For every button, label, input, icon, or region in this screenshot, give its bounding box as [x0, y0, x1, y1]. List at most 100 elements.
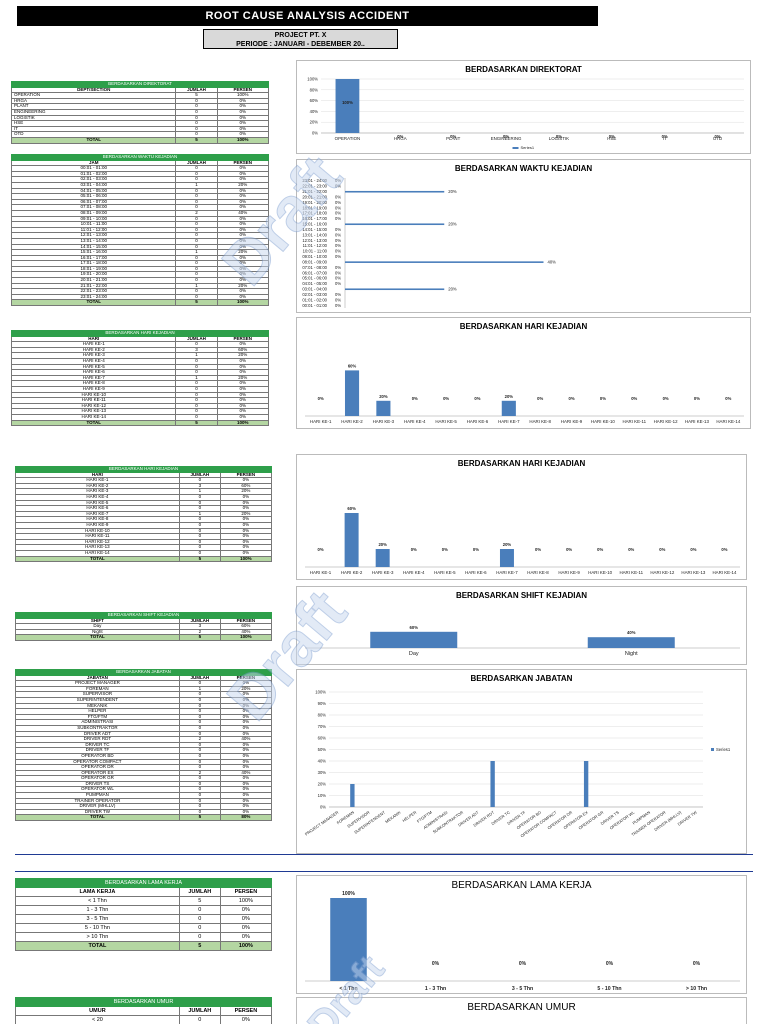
tick-label: 01:01 - 02:00 — [302, 297, 327, 302]
total-percent: 100% — [219, 555, 273, 563]
table-berdasarkan-jabatan: BERDASARKAN JABATAN JABATAN JUMLAH PERSEN PR… — [15, 669, 273, 821]
legend-label: Series1 — [521, 145, 535, 150]
data-label: 0% — [600, 396, 606, 401]
row-label: HARI KE-12 — [10, 402, 177, 410]
row-label: HARI KE-9 — [10, 385, 177, 393]
bar — [376, 400, 391, 416]
table-row: HARI KE-2 3 60% — [15, 482, 273, 490]
data-label: 0% — [411, 547, 417, 552]
row-count: 0 — [178, 914, 221, 924]
column-header: PERSEN — [219, 1006, 273, 1016]
table-row: 17:01 - 18:00 0 0% — [10, 260, 270, 267]
data-label: 0% — [694, 396, 700, 401]
row-label: HARI KE-5 — [10, 363, 177, 371]
row-percent: 0% — [216, 363, 270, 371]
row-label: HARI KE-4 — [15, 494, 180, 501]
tick-label: 15:01 - 16:00 — [302, 222, 327, 227]
total-count: 5 — [178, 941, 221, 951]
row-label: HARI KE-5 — [15, 499, 180, 507]
row-label: HARI KE-6 — [10, 369, 177, 376]
row-percent: 0% — [219, 905, 273, 915]
table-row: 5 - 10 Thn 0 0% — [15, 923, 273, 933]
chart-plot: 0%20%40%60%80%100%100%OPERATION 0%HRGA 0%P… — [307, 77, 744, 150]
row-percent: 0% — [219, 505, 273, 512]
row-percent: 0% — [216, 109, 270, 116]
column-header: HARI — [15, 471, 180, 479]
data-label: 0% — [335, 265, 341, 270]
total-label: TOTAL — [10, 299, 177, 306]
row-label: 23:01 - 24:00 — [10, 293, 177, 301]
total-count: 5 — [178, 634, 221, 641]
row-label: 5 - 10 Thn — [15, 923, 180, 933]
data-label: 0% — [535, 547, 541, 552]
bar — [344, 370, 360, 416]
row-percent: 0% — [216, 288, 270, 295]
bar — [499, 549, 514, 567]
x-tick-label: HARI KE-4 — [404, 419, 426, 424]
total-label: TOTAL — [10, 136, 177, 144]
x-tick-label: HARI KE-14 — [713, 570, 737, 575]
row-label: HARI KE-13 — [10, 408, 177, 415]
tick-label: 20:01 - 21:00 — [302, 194, 327, 199]
table-row: HARI KE-3 1 20% — [10, 352, 270, 359]
data-label: 20% — [379, 394, 388, 399]
row-percent: 0% — [219, 499, 273, 507]
table-row: HARI KE-9 0 0% — [10, 385, 270, 393]
row-percent: 0% — [219, 923, 273, 933]
data-label: 0% — [335, 297, 341, 302]
table-row: < 20 0 0% — [15, 1015, 273, 1024]
chart-plot: 100% < 1 Thn 0% 1 - 3 Thn 0% 3 - 5 Thn 0% 5 - 1… — [305, 891, 740, 992]
row-percent: 100% — [216, 92, 270, 99]
row-label: > 10 Thn — [15, 932, 180, 942]
y-tick-label: 60% — [310, 98, 319, 103]
data-label: 0% — [397, 134, 403, 139]
x-tick-label: 3 - 5 Thn — [512, 986, 533, 992]
y-tick-label: 50% — [318, 747, 327, 752]
data-label: 0% — [569, 396, 575, 401]
y-tick-label: 30% — [318, 770, 327, 775]
table-row: HARI KE-8 0 0% — [10, 380, 270, 387]
row-label: 16:01 - 17:00 — [10, 254, 177, 262]
tick-label: 04:01 - 05:00 — [302, 281, 327, 286]
chart-plot: 60% Day 40% Night — [305, 625, 740, 657]
data-label: 0% — [335, 238, 341, 243]
data-label: 0% — [335, 178, 341, 183]
table-row: HARI KE-7 1 20% — [10, 374, 270, 382]
table-row: HARI KE-4 0 0% — [10, 358, 270, 365]
chart-plot: 0% 10% 20% 30% 40% 50% 60% 70% 80% 90% 100% PROJECT… — [304, 690, 731, 839]
x-tick-label: HARI KE-1 — [310, 419, 332, 424]
column-header: PERSEN — [219, 471, 273, 479]
tick-label: 21:01 - 22:00 — [302, 189, 327, 194]
data-label: 0% — [318, 547, 324, 552]
x-tick-label: Day — [409, 651, 419, 657]
row-label: HARI KE-11 — [10, 397, 177, 404]
x-tick-label: 5 - 10 Thn — [597, 986, 621, 992]
table-row: 21:01 - 22:00 1 20% — [10, 282, 270, 290]
x-tick-label: HARI KE-6 — [467, 419, 489, 424]
bar — [375, 549, 390, 567]
y-tick-label: 100% — [307, 77, 318, 82]
data-label: 0% — [609, 134, 615, 139]
x-tick-label: HARI KE-2 — [341, 419, 363, 424]
row-count: 0 — [178, 1015, 221, 1024]
report-subtitle: PROJECT PT. X PERIODE : JANUARI - DEBEMB… — [203, 29, 398, 49]
row-percent: 0% — [216, 260, 270, 267]
row-label: 22:01 - 23:00 — [10, 288, 177, 295]
table-row: HSE 0 0% — [10, 120, 270, 127]
x-tick-label: OTD — [713, 136, 722, 141]
chart-title: BERDASARKAN SHIFT KEJADIAN — [455, 591, 588, 600]
x-tick-label: HARI KE-6 — [465, 570, 487, 575]
tick-label: 03:01 - 04:00 — [302, 287, 327, 292]
total-count: 5 — [178, 555, 221, 563]
row-percent: 0% — [216, 254, 270, 262]
data-label: 20% — [505, 394, 514, 399]
row-label: < 20 — [15, 1015, 180, 1024]
bar — [345, 288, 445, 291]
data-label: 0% — [606, 961, 614, 967]
report-period: PERIODE : JANUARI - DEBEMBER 20.. — [236, 41, 365, 48]
row-label: 1 - 3 Thn — [15, 905, 180, 915]
column-header: UMUR — [15, 1006, 180, 1016]
column-header: DEPT/SECTION — [10, 86, 177, 94]
row-label: 18:01 - 19:00 — [10, 265, 177, 273]
x-tick-label: HARI KE-9 — [558, 570, 580, 575]
